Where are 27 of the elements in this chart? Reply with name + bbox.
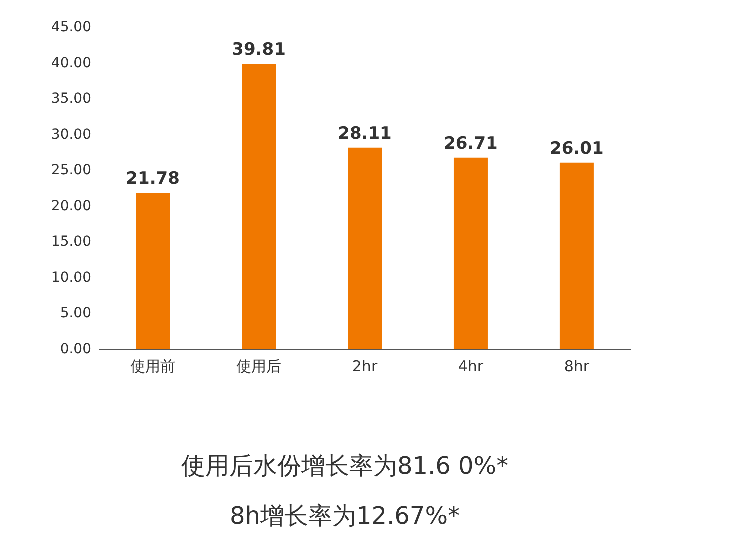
bar <box>454 158 488 349</box>
y-tick-label: 15.00 <box>51 234 92 250</box>
text: 8h增长率为12.67%* <box>230 502 460 530</box>
y-tick-label: 45.00 <box>51 20 92 36</box>
bar <box>136 193 170 349</box>
x-tick-label: 4hr <box>458 358 484 376</box>
data-label: 39.81 <box>232 40 286 60</box>
y-tick-label: 5.00 <box>60 306 92 322</box>
data-label: 21.78 <box>126 169 180 190</box>
bar <box>560 162 594 349</box>
y-tick-label: 0.00 <box>60 342 92 358</box>
y-tick-label: 40.00 <box>51 55 92 72</box>
y-tick-label: 20.00 <box>51 198 92 214</box>
x-tick-label: 使用前 <box>130 358 176 376</box>
text: 使用后水份增长率为81.6 0%* <box>181 452 509 480</box>
data-label: 28.11 <box>338 124 392 144</box>
data-label: 26.71 <box>444 134 498 154</box>
data-label: 26.01 <box>550 138 604 159</box>
y-tick-label: 30.00 <box>51 126 92 143</box>
bar <box>348 148 382 349</box>
y-tick-label: 35.00 <box>51 91 92 108</box>
x-tick-label: 2hr <box>352 358 378 376</box>
bar <box>242 64 276 349</box>
x-tick-label: 使用后 <box>236 358 282 376</box>
x-tick-label: 8hr <box>564 358 590 376</box>
y-tick-label: 10.00 <box>51 270 92 286</box>
y-tick-label: 25.00 <box>51 162 92 179</box>
